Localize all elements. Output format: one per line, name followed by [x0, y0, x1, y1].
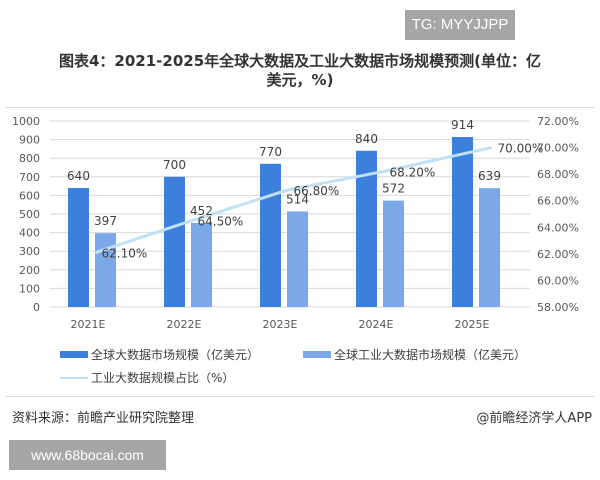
bar-global-label: 770	[259, 145, 282, 159]
share-line-label: 70.00%	[498, 142, 544, 156]
legend-item-industrial: 全球工业大数据市场规模（亿美元）	[303, 346, 526, 363]
bar-industrial	[383, 200, 404, 307]
x-axis-tick: 2022E	[167, 318, 202, 331]
share-line-label: 66.80%	[294, 184, 340, 198]
right-axis-tick: 62.00%	[537, 248, 579, 261]
legend-label-industrial: 全球工业大数据市场规模（亿美元）	[334, 348, 527, 362]
bar-industrial	[287, 211, 308, 307]
left-axis-tick: 300	[19, 245, 40, 258]
source-note: 资料来源：前瞻产业研究院整理	[12, 411, 195, 426]
share-line	[95, 146, 492, 254]
right-axis-tick: 68.00%	[537, 168, 579, 181]
left-axis-tick: 200	[19, 264, 40, 277]
bar-industrial	[479, 188, 500, 307]
chart-title-line1: 图表4：2021-2025年全球大数据及工业大数据市场规模预测(单位：亿	[58, 52, 542, 70]
right-axis-tick: 66.00%	[537, 195, 579, 208]
left-axis-tick: 600	[19, 189, 40, 202]
chart-title: 图表4：2021-2025年全球大数据及工业大数据市场规模预测(单位：亿 美元，…	[10, 52, 590, 90]
right-axis-tick: 60.00%	[537, 274, 579, 287]
share-line-label: 62.10%	[102, 247, 148, 261]
credit-note: @前瞻经济学人APP	[476, 411, 592, 426]
right-axis-tick: 70.00%	[537, 142, 579, 155]
bar-global-label: 700	[163, 158, 186, 172]
chart-title-line2: 美元，%)	[266, 71, 334, 89]
watermark-site: www.68bocai.com	[9, 440, 166, 470]
share-line-label: 68.20%	[390, 165, 436, 179]
legend-swatch-global	[60, 351, 88, 358]
bars	[68, 136, 500, 307]
right-axis-tick: 64.00%	[537, 221, 579, 234]
left-axis-tick: 700	[19, 171, 40, 184]
bar-industrial-label: 397	[94, 214, 117, 228]
legend-label-global: 全球大数据市场规模（亿美元）	[91, 348, 260, 362]
bar-global	[260, 163, 281, 307]
bottom-divider	[6, 396, 594, 397]
share-line-label: 64.50%	[198, 215, 244, 229]
left-axis-tick: 500	[19, 208, 40, 221]
bar-industrial-label: 639	[478, 169, 501, 183]
bar-global	[164, 176, 185, 307]
bar-global-label: 840	[355, 132, 378, 146]
legend-swatch-share	[60, 376, 88, 379]
bar-global-label: 914	[451, 118, 474, 132]
bar-global	[356, 150, 377, 307]
watermark-tg: TG: MYYJJPP	[405, 10, 515, 40]
bar-industrial	[95, 233, 116, 307]
left-axis-tick: 900	[19, 134, 40, 147]
x-axis-tick: 2025E	[455, 318, 490, 331]
bar-industrial	[191, 222, 212, 307]
left-axis-tick: 100	[19, 282, 40, 295]
legend-item-share: 工业大数据规模占比（%）	[60, 369, 234, 386]
data-labels: 640 397 700 452 770 514 840 572 914 639 62.10% 64.5…	[67, 118, 543, 261]
right-axis: 58.00% 60.00% 62.00% 64.00% 66.00% 68.00% 70.0…	[537, 115, 579, 314]
x-axis-tick: 2023E	[263, 318, 298, 331]
bar-global	[452, 136, 473, 307]
left-axis-tick: 1000	[12, 115, 40, 128]
left-axis-tick: 400	[19, 227, 40, 240]
legend-swatch-industrial	[303, 351, 331, 358]
right-axis-tick: 58.00%	[537, 301, 579, 314]
share-line-path	[95, 146, 492, 254]
x-axis-tick: 2024E	[359, 318, 394, 331]
right-axis-tick: 72.00%	[537, 115, 579, 128]
left-axis-tick: 0	[33, 301, 40, 314]
left-axis-tick: 800	[19, 152, 40, 165]
x-axis-tick: 2021E	[71, 318, 106, 331]
bar-industrial-label: 514	[286, 192, 309, 206]
chart-plot: 640 397 700 452 770 514 840 572 914 639 62.10% 64.5…	[12, 115, 579, 331]
top-divider	[6, 107, 594, 108]
x-axis: 2021E 2022E 2023E 2024E 2025E	[71, 318, 490, 331]
bar-industrial-label: 452	[190, 204, 213, 218]
bar-global-label: 640	[67, 169, 90, 183]
legend-item-global: 全球大数据市场规模（亿美元）	[60, 346, 259, 363]
legend-label-share: 工业大数据规模占比（%）	[91, 371, 235, 385]
left-axis: 0 100 200 300 400 500 600 700 800 900 1000	[12, 115, 40, 314]
bar-global	[68, 187, 89, 307]
bar-industrial-label: 572	[382, 182, 405, 196]
